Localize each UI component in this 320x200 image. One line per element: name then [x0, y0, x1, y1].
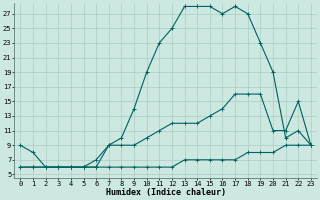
X-axis label: Humidex (Indice chaleur): Humidex (Indice chaleur)	[106, 188, 226, 197]
